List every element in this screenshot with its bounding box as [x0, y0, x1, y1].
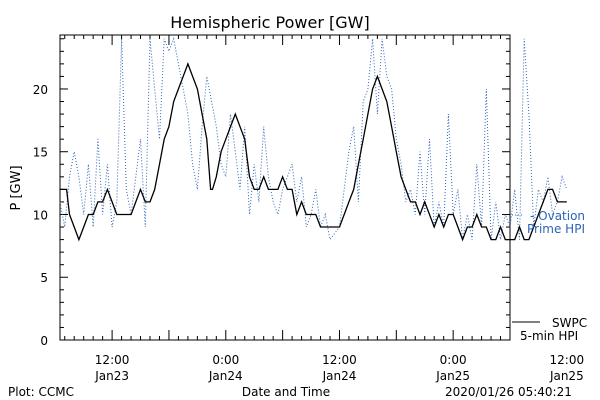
- x-tick-time-label: 0:00: [440, 353, 467, 367]
- plot-timestamp: 2020/01/26 05:40:21: [445, 385, 572, 399]
- legend-ovation-line2: Prime HPI: [527, 222, 585, 236]
- y-tick-label: 0: [40, 334, 48, 348]
- x-tick-time-label: 0:00: [212, 353, 239, 367]
- legend-swpc-line1: SWPC: [552, 316, 587, 330]
- plot-credit: Plot: CCMC: [8, 385, 74, 399]
- y-tick-label: 5: [40, 271, 48, 285]
- x-tick-date-label: Jan25: [435, 369, 470, 383]
- legend-ovation-line1: - Ovation: [530, 209, 585, 223]
- y-tick-label: 15: [33, 146, 48, 160]
- x-axis-label: Date and Time: [242, 385, 330, 399]
- y-tick-label: 10: [33, 208, 48, 222]
- x-tick-date-label: Jan25: [549, 369, 584, 383]
- legend-swpc-line2: 5-min HPI: [520, 329, 578, 343]
- x-tick-date-label: Jan24: [208, 369, 243, 383]
- y-axis-label: P [GW]: [9, 165, 24, 210]
- y-tick-label: 20: [33, 83, 48, 97]
- x-tick-date-label: Jan23: [94, 369, 129, 383]
- x-ticks: 12:00 Jan23 0:00 Jan24 12:00 Jan24 0:00 Jan25 12…: [64, 35, 585, 383]
- y-ticks: 0 5 10 15 20: [33, 83, 510, 348]
- x-tick-date-label: Jan24: [322, 369, 357, 383]
- chart-title: Hemispheric Power [GW]: [170, 13, 369, 32]
- x-tick-time-label: 12:00: [550, 353, 585, 367]
- plot-frame: [59, 34, 511, 341]
- ovation-series-line: [59, 36, 568, 241]
- series-layer: [59, 36, 568, 242]
- x-tick-time-label: 12:00: [322, 353, 357, 367]
- swpc-series-line: [60, 62, 567, 242]
- x-tick-time-label: 12:00: [95, 353, 130, 367]
